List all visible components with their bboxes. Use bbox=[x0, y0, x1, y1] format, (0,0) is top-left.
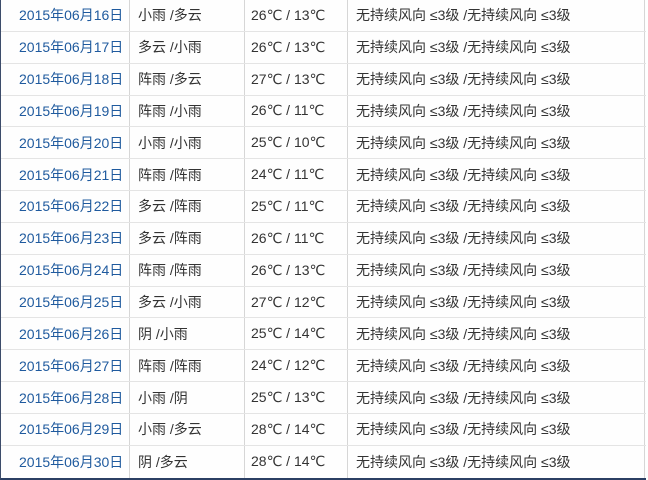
table-row: 2015年06月19日 阵雨 /小雨 26℃ / 11℃ 无持续风向 ≤3级 /… bbox=[1, 95, 646, 128]
temperature-range: 26℃ / 13℃ bbox=[245, 254, 348, 286]
temperature-range: 27℃ / 13℃ bbox=[245, 63, 348, 95]
table-row: 2015年06月26日 阴 /小雨 25℃ / 14℃ 无持续风向 ≤3级 /无… bbox=[1, 318, 646, 351]
temperature-range: 25℃ / 11℃ bbox=[245, 191, 348, 222]
weather-condition: 阵雨 /小雨 bbox=[130, 95, 245, 127]
weather-condition: 阵雨 /阵雨 bbox=[130, 350, 245, 382]
table-row: 2015年06月17日 多云 /小雨 26℃ / 13℃ 无持续风向 ≤3级 /… bbox=[1, 31, 646, 64]
date-link[interactable]: 2015年06月18日 bbox=[1, 63, 130, 95]
wind-info: 无持续风向 ≤3级 /无持续风向 ≤3级 bbox=[348, 382, 645, 413]
table-row: 2015年06月29日 小雨 /多云 28℃ / 14℃ 无持续风向 ≤3级 /… bbox=[1, 413, 646, 446]
weather-condition: 多云 /阵雨 bbox=[130, 191, 245, 222]
weather-condition: 阴 /小雨 bbox=[130, 318, 245, 350]
date-link[interactable]: 2015年06月19日 bbox=[1, 95, 130, 127]
date-link[interactable]: 2015年06月22日 bbox=[1, 191, 130, 222]
date-link[interactable]: 2015年06月29日 bbox=[1, 413, 130, 445]
temperature-range: 27℃ / 12℃ bbox=[245, 286, 348, 318]
wind-info: 无持续风向 ≤3级 /无持续风向 ≤3级 bbox=[348, 0, 645, 31]
table-row: 2015年06月22日 多云 /阵雨 25℃ / 11℃ 无持续风向 ≤3级 /… bbox=[1, 191, 646, 223]
temperature-range: 24℃ / 11℃ bbox=[245, 159, 348, 191]
temperature-range: 25℃ / 10℃ bbox=[245, 127, 348, 159]
weather-condition: 小雨 /多云 bbox=[130, 0, 245, 31]
wind-info: 无持续风向 ≤3级 /无持续风向 ≤3级 bbox=[348, 445, 645, 478]
wind-info: 无持续风向 ≤3级 /无持续风向 ≤3级 bbox=[348, 63, 645, 95]
wind-info: 无持续风向 ≤3级 /无持续风向 ≤3级 bbox=[348, 222, 645, 254]
date-link[interactable]: 2015年06月16日 bbox=[1, 0, 130, 31]
wind-info: 无持续风向 ≤3级 /无持续风向 ≤3级 bbox=[348, 318, 645, 350]
temperature-range: 25℃ / 14℃ bbox=[245, 318, 348, 350]
table-row: 2015年06月27日 阵雨 /阵雨 24℃ / 12℃ 无持续风向 ≤3级 /… bbox=[1, 350, 646, 383]
date-link[interactable]: 2015年06月25日 bbox=[1, 286, 130, 318]
date-link[interactable]: 2015年06月20日 bbox=[1, 127, 130, 159]
temperature-range: 28℃ / 14℃ bbox=[245, 413, 348, 445]
wind-info: 无持续风向 ≤3级 /无持续风向 ≤3级 bbox=[348, 127, 645, 159]
date-link[interactable]: 2015年06月27日 bbox=[1, 350, 130, 382]
wind-info: 无持续风向 ≤3级 /无持续风向 ≤3级 bbox=[348, 350, 645, 382]
table-row: 2015年06月16日 小雨 /多云 26℃ / 13℃ 无持续风向 ≤3级 /… bbox=[1, 0, 646, 32]
temperature-range: 26℃ / 13℃ bbox=[245, 31, 348, 63]
weather-condition: 多云 /小雨 bbox=[130, 286, 245, 318]
weather-condition: 小雨 /阴 bbox=[130, 382, 245, 413]
weather-condition: 多云 /阵雨 bbox=[130, 222, 245, 254]
wind-info: 无持续风向 ≤3级 /无持续风向 ≤3级 bbox=[348, 31, 645, 63]
date-link[interactable]: 2015年06月17日 bbox=[1, 31, 130, 63]
wind-info: 无持续风向 ≤3级 /无持续风向 ≤3级 bbox=[348, 191, 645, 222]
date-link[interactable]: 2015年06月23日 bbox=[1, 222, 130, 254]
wind-info: 无持续风向 ≤3级 /无持续风向 ≤3级 bbox=[348, 286, 645, 318]
weather-condition: 阴 /多云 bbox=[130, 445, 245, 478]
weather-condition: 小雨 /小雨 bbox=[130, 127, 245, 159]
wind-info: 无持续风向 ≤3级 /无持续风向 ≤3级 bbox=[348, 95, 645, 127]
weather-condition: 小雨 /多云 bbox=[130, 413, 245, 445]
table-row: 2015年06月21日 阵雨 /阵雨 24℃ / 11℃ 无持续风向 ≤3级 /… bbox=[1, 159, 646, 192]
date-link[interactable]: 2015年06月24日 bbox=[1, 254, 130, 286]
temperature-range: 28℃ / 14℃ bbox=[245, 445, 348, 478]
temperature-range: 26℃ / 13℃ bbox=[245, 0, 348, 31]
date-link[interactable]: 2015年06月28日 bbox=[1, 382, 130, 413]
table-row: 2015年06月25日 多云 /小雨 27℃ / 12℃ 无持续风向 ≤3级 /… bbox=[1, 286, 646, 319]
weather-condition: 多云 /小雨 bbox=[130, 31, 245, 63]
weather-condition: 阵雨 /阵雨 bbox=[130, 159, 245, 191]
table-row: 2015年06月18日 阵雨 /多云 27℃ / 13℃ 无持续风向 ≤3级 /… bbox=[1, 63, 646, 96]
weather-condition: 阵雨 /多云 bbox=[130, 63, 245, 95]
temperature-range: 25℃ / 13℃ bbox=[245, 382, 348, 413]
table-row: 2015年06月23日 多云 /阵雨 26℃ / 11℃ 无持续风向 ≤3级 /… bbox=[1, 222, 646, 255]
date-link[interactable]: 2015年06月26日 bbox=[1, 318, 130, 350]
wind-info: 无持续风向 ≤3级 /无持续风向 ≤3级 bbox=[348, 413, 645, 445]
wind-info: 无持续风向 ≤3级 /无持续风向 ≤3级 bbox=[348, 254, 645, 286]
table-row: 2015年06月28日 小雨 /阴 25℃ / 13℃ 无持续风向 ≤3级 /无… bbox=[1, 382, 646, 414]
table-row: 2015年06月20日 小雨 /小雨 25℃ / 10℃ 无持续风向 ≤3级 /… bbox=[1, 127, 646, 160]
table-row: 2015年06月24日 阵雨 /阵雨 26℃ / 13℃ 无持续风向 ≤3级 /… bbox=[1, 254, 646, 287]
date-link[interactable]: 2015年06月30日 bbox=[1, 445, 130, 478]
temperature-range: 26℃ / 11℃ bbox=[245, 95, 348, 127]
temperature-range: 26℃ / 11℃ bbox=[245, 222, 348, 254]
weather-condition: 阵雨 /阵雨 bbox=[130, 254, 245, 286]
wind-info: 无持续风向 ≤3级 /无持续风向 ≤3级 bbox=[348, 159, 645, 191]
temperature-range: 24℃ / 12℃ bbox=[245, 350, 348, 382]
table-row: 2015年06月30日 阴 /多云 28℃ / 14℃ 无持续风向 ≤3级 /无… bbox=[1, 445, 646, 478]
date-link[interactable]: 2015年06月21日 bbox=[1, 159, 130, 191]
